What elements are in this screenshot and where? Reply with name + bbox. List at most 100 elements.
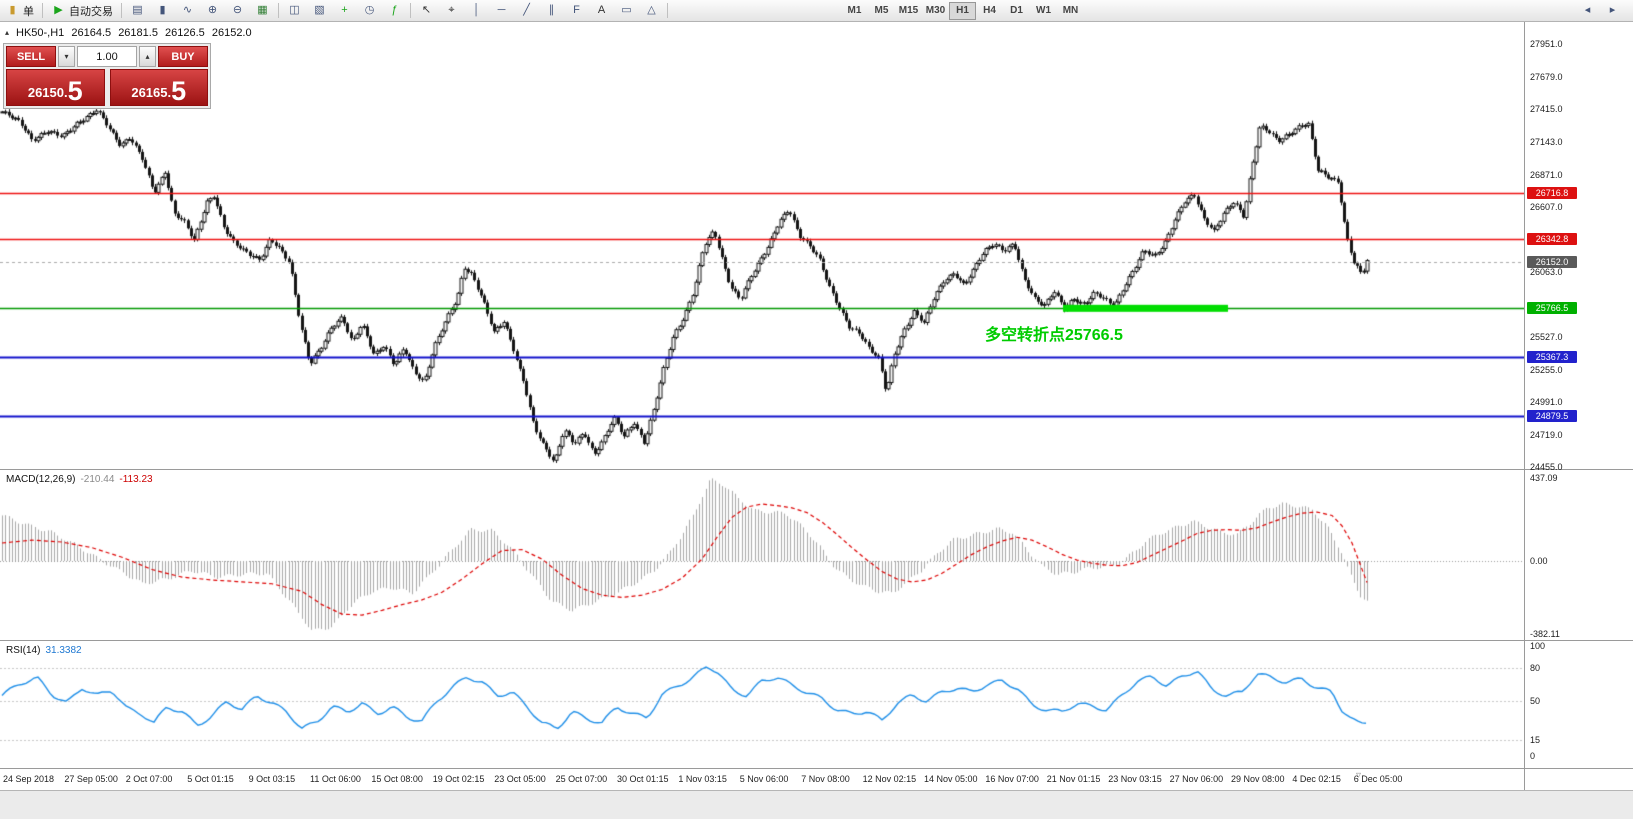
fibonacci-icon: F [573,4,580,16]
time-axis-label: 19 Oct 02:15 [432,774,485,784]
price-tick-label: 27951.0 [1530,39,1563,49]
macd-panel-label: MACD(12,26,9) -210.44 -113.23 [6,474,153,485]
text-button[interactable]: A [589,1,614,21]
candlestick-chart-button[interactable]: ▮ [150,1,175,21]
candlestick-chart-icon: ▮ [159,4,166,16]
one-click-collapse-icon[interactable]: ▴ [5,28,10,37]
price-tick-label: 24991.0 [1530,397,1563,408]
timeframe-h1-button[interactable]: H1 [949,1,976,20]
text-icon: A [597,4,606,16]
price-tick-label: 26607.0 [1530,201,1563,212]
indicators-menu-button[interactable]: ƒ [382,1,407,21]
toolbar-separator [121,3,122,18]
autotrading-button[interactable]: ▶ 自动交易 [46,1,118,21]
rsi-axis-label: 100 [1530,641,1546,651]
period-menu-button[interactable]: ◷ [357,1,382,21]
chart-bars-button[interactable]: ▤ [125,1,150,21]
time-axis-label: 16 Nov 07:00 [985,774,1039,784]
chart-shift-icon: ▧ [314,4,325,16]
fibonacci-button[interactable]: F [564,1,589,21]
cursor-button[interactable]: ↖ [414,1,439,21]
chart-symbol: HK50-,H1 [16,27,65,39]
rsi-axis-label: 50 [1530,696,1541,706]
horizontal-line-button[interactable]: ─ [489,1,514,21]
time-axis-label: 5 Oct 01:15 [187,774,234,784]
macd-axis-label: 437.09 [1530,473,1558,484]
timeframe-m15-button[interactable]: M15 [895,2,922,20]
ohlc-close: 26152.0 [211,27,252,39]
chart-shift-button[interactable]: ▧ [307,1,332,21]
shapes-button[interactable]: △ [639,1,664,21]
timeframe-m30-button[interactable]: M30 [922,2,949,20]
crosshair-icon: ⌖ [448,4,455,16]
time-axis-label: 2 Oct 07:00 [125,774,173,784]
line-chart-button[interactable]: ∿ [175,1,200,21]
panel-divider [0,768,1633,769]
time-axis-label: 11 Oct 06:00 [310,774,361,784]
time-axis-label: 21 Nov 01:15 [1046,774,1101,784]
ohlc-high: 26181.5 [118,27,158,39]
price-line-label: 25367.3 [1527,350,1577,363]
rsi-axis[interactable]: 100 80 50 15 0 [1526,641,1632,769]
period-menu-icon: ◷ [364,4,375,16]
crosshair-button[interactable]: ⌖ [439,1,464,21]
buy-price-panel[interactable]: 26165. 5 [109,69,208,107]
rsi-axis-label: 15 [1530,734,1541,745]
indicators-menu-icon: ƒ [391,4,398,16]
price-tick-label: 24719.0 [1530,430,1563,441]
time-axis-label: 12 Nov 02:15 [862,774,917,784]
price-axis[interactable]: 27951.0 27679.0 27415.0 27143.0 26871.0 26607… [1526,22,1632,472]
timeframe-m5-button[interactable]: M5 [868,2,895,20]
price-chart-canvas[interactable] [0,22,1524,470]
shapes-icon: △ [647,4,656,16]
pivot-annotation: 多空转折点25766.5 [985,327,1123,344]
time-axis-label: 30 Oct 01:15 [617,774,669,784]
price-tick-label: 24455.0 [1530,461,1563,472]
chart-bars-icon: ▤ [132,4,143,16]
label-button[interactable]: ▭ [614,1,639,21]
new-chart-button[interactable]: + [332,1,357,21]
sell-button[interactable]: SELL [6,46,56,67]
macd-indicator-canvas[interactable] [0,470,1524,641]
time-axis-label: 6 Dec 05:00 [1353,774,1403,784]
chart-window: 27951.0 27679.0 27415.0 27143.0 26871.0 26607… [0,22,1633,790]
horizontal-line-icon: ─ [497,4,506,16]
panel-divider[interactable] [0,640,1633,641]
toolbar-more-right-button[interactable]: ▸ [1600,1,1625,21]
buy-price-big-digit: 5 [171,76,187,107]
timeframe-h4-button[interactable]: H4 [976,2,1003,20]
sell-price-panel[interactable]: 26150. 5 [6,69,105,106]
timeframe-m1-button[interactable]: M1 [841,2,868,20]
panel-divider[interactable] [0,469,1633,470]
macd-axis[interactable]: 437.09 0.00 -382.11 [1526,470,1632,641]
vertical-line-icon: │ [473,4,480,16]
tile-windows-button[interactable]: ▦ [250,1,275,21]
timeframe-w1-button[interactable]: W1 [1030,2,1057,20]
zoom-in-icon: ⊕ [207,4,218,16]
volume-input[interactable]: 1.00 [77,46,137,67]
window-tools-group: ◫ ▧ + ◷ ƒ [282,1,407,21]
buy-button[interactable]: BUY [158,46,208,67]
toolbar-more-right-icon: ▸ [1609,4,1616,16]
one-click-trading-panel: SELL ▾ 1.00 ▴ BUY 26150. 5 26165. 5 [3,43,211,109]
timeframe-mn-button[interactable]: MN [1057,2,1084,20]
new-order-button[interactable]: ▮ 单 [0,1,39,21]
zoom-out-button[interactable]: ⊖ [225,1,250,21]
vertical-line-button[interactable]: │ [464,1,489,21]
zoom-in-button[interactable]: ⊕ [200,1,225,21]
toolbar-more-left-button[interactable]: ◂ [1575,1,1600,21]
volume-increase-button[interactable]: ▴ [139,46,156,67]
arrange-windows-button[interactable]: ◫ [282,1,307,21]
trendline-button[interactable]: ╱ [514,1,539,21]
time-axis-label: 23 Oct 05:00 [494,774,546,784]
channel-button[interactable]: ∥ [539,1,564,21]
price-line-label: 25766.5 [1527,302,1577,315]
volume-decrease-button[interactable]: ▾ [58,46,75,67]
price-line-label: 26342.8 [1527,232,1577,245]
time-axis[interactable]: ▿ 24 Sep 2018 27 Sep 05:00 2 Oct 07:00 5 Oc… [0,769,1524,790]
new-order-icon: ▮ [9,4,16,16]
rsi-indicator-canvas[interactable] [0,641,1524,769]
zoom-out-icon: ⊖ [232,4,243,16]
price-axis-divider [1524,22,1525,790]
timeframe-d1-button[interactable]: D1 [1003,2,1030,20]
